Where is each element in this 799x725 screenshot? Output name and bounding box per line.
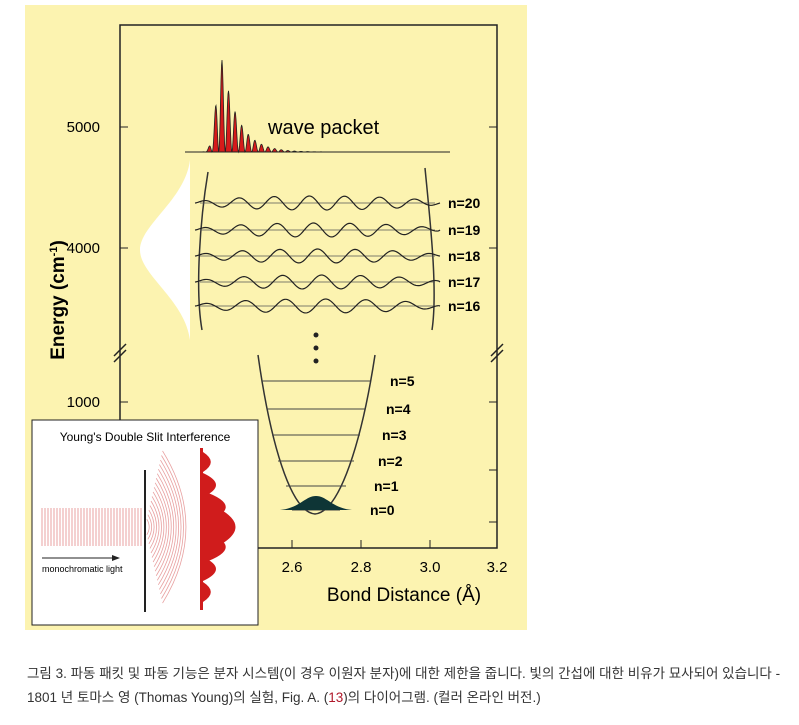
- level-label: n=4: [386, 401, 411, 417]
- y-tick-label: 1000: [67, 394, 100, 411]
- wavefront: [154, 482, 170, 572]
- wavefront: [156, 473, 174, 581]
- wavefront: [155, 478, 172, 576]
- wavefront: [147, 514, 153, 540]
- incident-waves: [41, 508, 142, 546]
- wavefront: [153, 487, 167, 567]
- x-tick-label: 3.0: [420, 559, 441, 576]
- wavefront: [149, 505, 157, 549]
- level-label: n=3: [382, 427, 407, 443]
- caption-text: )의 다이어그램. (컬러 온라인 버전.): [343, 690, 541, 705]
- tick-marks: [120, 126, 497, 548]
- y-tick-label: 4000: [67, 240, 100, 257]
- wavefunction: [194, 222, 441, 238]
- x-tick-label: 2.8: [351, 559, 372, 576]
- lower-potential: [257, 354, 376, 515]
- wavefront: [146, 518, 150, 536]
- level-label: n=20: [448, 195, 481, 211]
- inset-title: Young's Double Slit Interference: [60, 430, 231, 444]
- wavefront: [162, 450, 187, 604]
- level-label: n=2: [378, 453, 403, 469]
- level-label: n=1: [374, 478, 399, 494]
- wavefunction: [194, 248, 441, 264]
- wavefront: [158, 468, 177, 586]
- diffracted-waves: [146, 450, 187, 604]
- ellipsis-dots: [313, 332, 319, 364]
- level-label: n=17: [448, 274, 481, 290]
- wavefront: [159, 464, 179, 590]
- reference-link[interactable]: 13: [328, 690, 344, 705]
- wavefront: [148, 509, 155, 545]
- wavefunction: [194, 274, 441, 290]
- level-label: n=18: [448, 248, 481, 264]
- x-axis-label: Bond Distance (Å): [327, 585, 481, 606]
- level-label: n=16: [448, 298, 481, 314]
- level-label: n=5: [390, 373, 415, 389]
- wavefront: [151, 496, 162, 558]
- ground-state-wavefunction: [280, 496, 352, 510]
- gaussian-envelope: [140, 160, 190, 340]
- x-tick-label: 3.2: [487, 559, 508, 576]
- level-label: n=19: [448, 222, 481, 238]
- wavefunction: [194, 298, 441, 314]
- caption-text: 그림 3. 파동 패킷 및 파동 기능은 분자 시스템(이 경우 이원자 분자)…: [27, 666, 781, 705]
- interference-pattern: [200, 448, 236, 610]
- x-tick-label: 2.6: [282, 559, 303, 576]
- y-axis-label: Energy (cm-1): [48, 240, 69, 360]
- y-tick-label: 5000: [67, 119, 100, 136]
- plot-frame: [119, 24, 498, 549]
- wave-packet: [185, 59, 450, 154]
- wavefront: [161, 455, 184, 599]
- axis-breaks: [113, 343, 504, 363]
- wavefunction: [194, 195, 441, 211]
- arrow-head: [112, 555, 120, 561]
- wavefront: [152, 491, 165, 563]
- wavefront: [150, 500, 160, 554]
- wavefront: [160, 459, 182, 595]
- energy-levels: n=20 n=19 n=18 n=17 n=16 n=5 n=4 n=3 n=2 n=1 n=0: [194, 195, 481, 518]
- arrow-label: monochromatic light: [42, 564, 123, 574]
- wave-packet-label: wave packet: [267, 117, 380, 139]
- figure: 5000 4000 1000 2.6 2.8 3.0 3.2 Bond Dist…: [25, 5, 527, 630]
- level-label: n=0: [370, 502, 395, 518]
- inset: Young's Double Slit Interference monochr…: [31, 419, 259, 626]
- caption: 그림 3. 파동 패킷 및 파동 기능은 분자 시스템(이 경우 이원자 분자)…: [27, 662, 797, 710]
